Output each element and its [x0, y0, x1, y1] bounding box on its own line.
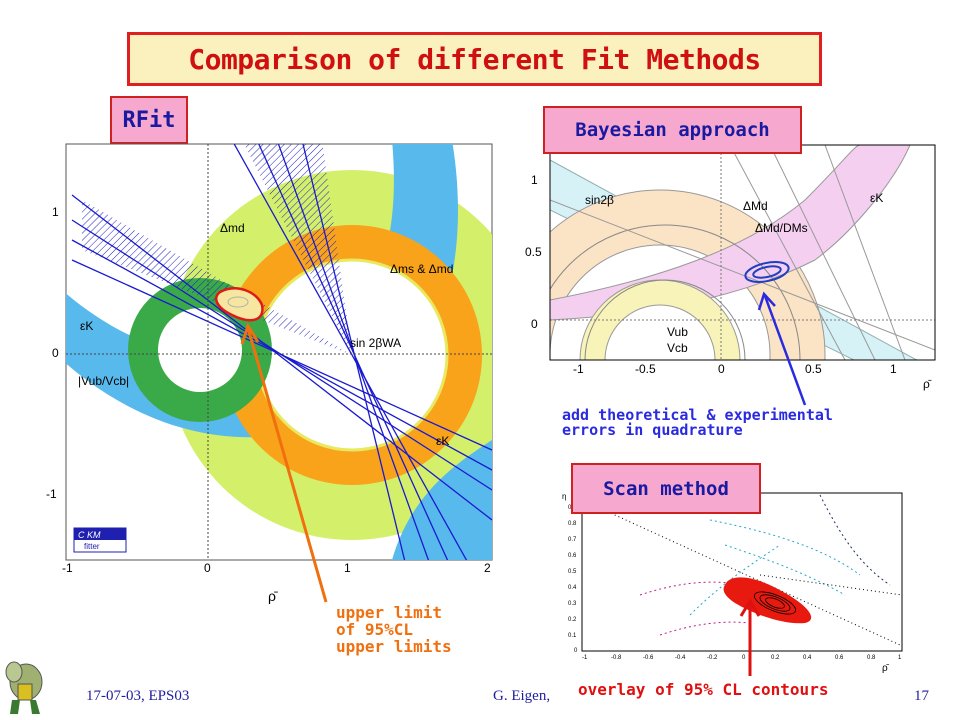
epsk-right-label: εK — [436, 434, 449, 448]
rfit-cl-contour — [215, 287, 264, 322]
svg-text:fitter: fitter — [84, 542, 100, 551]
scan-xtick: -0.4 — [675, 655, 686, 661]
bayes-vub-label: Vub — [667, 325, 688, 339]
bayes-epsk-label: εK — [870, 191, 883, 205]
sin2b-label: sin 2βWA — [350, 336, 401, 350]
bayesian-label: Bayesian approach — [543, 106, 802, 154]
scan-ytick: 0.3 — [568, 601, 577, 607]
rfit-x-axis-label: ρ̄ — [268, 588, 276, 604]
footer-page-number: 17 — [914, 688, 929, 704]
bayes-xtick: -0.5 — [635, 362, 656, 376]
rfit-ytick: -1 — [46, 487, 57, 501]
rfit-xtick: 1 — [344, 561, 351, 572]
bayes-ytick: 0 — [531, 317, 538, 331]
bayes-ytick: 1 — [531, 173, 538, 187]
upper-limit-arrow — [240, 322, 328, 603]
scan-ytick: 0.1 — [568, 633, 577, 639]
bayes-xtick: -1 — [573, 362, 584, 376]
bayes-xtick: 1 — [890, 362, 897, 376]
bayes-xtick: 0 — [718, 362, 725, 376]
scan-ytick: 0.5 — [568, 569, 577, 575]
scan-xtick: 1 — [898, 655, 902, 661]
scan-xtick: 0.2 — [771, 655, 780, 661]
sin2b-hatch-left — [82, 200, 352, 355]
rfit-plot: Δmd Δms & Δmd sin 2βWA εK εK |Vub/Vcb| C… — [62, 143, 493, 572]
elephant-logo — [5, 661, 43, 714]
dms-dmd-label: Δms & Δmd — [390, 262, 453, 276]
scan-xtick: -0.8 — [611, 655, 622, 661]
scan-ytick: 0.2 — [568, 617, 577, 623]
scan-plot: -1 -0.8 -0.6 -0.4 -0.2 0 0.2 0.4 0.6 0.8… — [562, 492, 903, 674]
scan-xtick: 0.8 — [867, 655, 876, 661]
scan-x-axis-label: ρ̄ — [882, 663, 890, 674]
bayesian-plot: sin2β ΔMd ΔMd/DMs εK Vub Vcb -1 -0.5 0 0… — [525, 144, 936, 391]
rfit-ytick: 0 — [52, 346, 59, 360]
overlay-arrow — [739, 598, 761, 676]
title-box: Comparison of different Fit Methods — [127, 32, 822, 86]
bayes-sin2b-label: sin2β — [585, 193, 614, 207]
vub-label: |Vub/Vcb| — [78, 374, 129, 388]
scan-ytick: 0.4 — [568, 585, 577, 591]
rfit-xtick: 2 — [484, 561, 491, 572]
scan-xtick: 0.4 — [803, 655, 812, 661]
scan-ytick: 0.7 — [568, 537, 577, 543]
scan-xtick: -0.2 — [707, 655, 718, 661]
upper-limit-note: upper limit of 95%CL upper limits — [336, 603, 452, 656]
scan-xtick: 0.6 — [835, 655, 844, 661]
sin2b-lines — [71, 144, 492, 560]
scan-xtick: 0 — [742, 655, 746, 661]
scan-ytick: 0.8 — [568, 521, 577, 527]
sin2b-hatch-top — [244, 144, 352, 355]
rfit-xtick: -1 — [62, 561, 73, 572]
slide-title: Comparison of different Fit Methods — [188, 42, 761, 76]
rfit-label: RFit — [110, 96, 188, 144]
rfit-xtick: 0 — [204, 561, 211, 572]
scan-cl-contour — [723, 577, 812, 624]
bayes-dmd-label: ΔMd — [743, 199, 768, 213]
scan-y-axis-label: η — [562, 492, 566, 501]
footer-author: G. Eigen, — [493, 688, 551, 704]
dmd-label: Δmd — [220, 221, 245, 235]
scan-label: Scan method — [571, 463, 761, 514]
svg-text:C KM: C KM — [78, 530, 101, 540]
bayes-vcb-label: Vcb — [667, 341, 688, 355]
bayes-ratio-label: ΔMd/DMs — [755, 221, 808, 235]
bayes-xtick: 0.5 — [805, 362, 822, 376]
epsk-left-label: εK — [80, 319, 93, 333]
footer-date: 17-07-03, EPS03 — [86, 688, 190, 704]
theory-arrow — [757, 291, 807, 406]
rfit-ytick: 1 — [52, 205, 59, 219]
bayes-x-axis-label: ρ̄ — [923, 377, 932, 391]
theory-note: add theoretical & experimental errors in… — [562, 406, 833, 439]
scan-xtick: -0.6 — [643, 655, 654, 661]
scan-xtick: -1 — [582, 655, 588, 661]
bayes-ytick: 0.5 — [525, 245, 542, 259]
scan-ytick: 0 — [574, 648, 578, 654]
overlay-note: overlay of 95% CL contours — [578, 680, 829, 699]
scan-ytick: 0.6 — [568, 553, 577, 559]
